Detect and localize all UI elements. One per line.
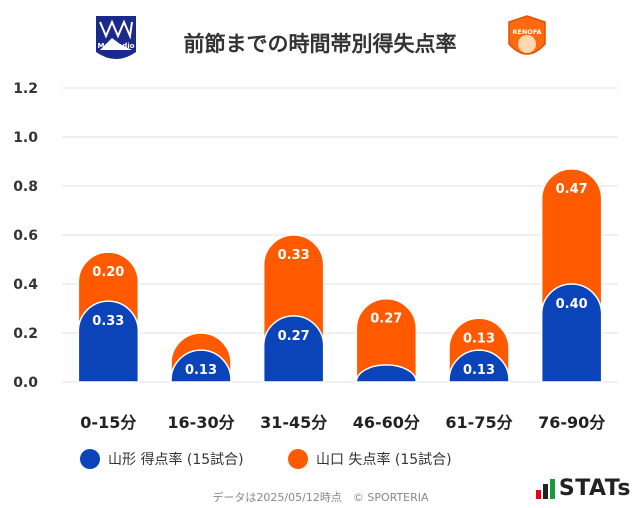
bar-yamagata-scored	[448, 349, 510, 383]
data-label-yamaguchi: 0.20	[92, 265, 124, 280]
data-label-yamaguchi: 0.47	[556, 182, 588, 197]
chart-title: 前節までの時間帯別得失点率	[184, 32, 457, 56]
data-label-yamagata: 0.13	[185, 363, 217, 378]
x-tick-label: 61-75分	[445, 413, 512, 432]
bar-yamagata-scored	[77, 300, 140, 383]
y-tick-label: 1.0	[13, 130, 38, 146]
x-tick-label: 46-60分	[353, 413, 420, 432]
data-label-yamagata: 0.13	[463, 363, 495, 378]
x-tick-label: 76-90分	[538, 413, 605, 432]
data-label-yamagata: 0.33	[92, 314, 124, 329]
data-source-note: データは2025/05/12時点 © SPORTERIA	[212, 491, 429, 504]
x-tick-label: 16-30分	[167, 413, 234, 432]
legend-swatch-yamaguchi	[288, 449, 308, 469]
bar-yamagata-scored	[540, 283, 603, 383]
legend-label-yamagata: 山形 得点率 (15試合)	[108, 452, 244, 468]
grid-layer	[62, 87, 618, 383]
renofa-logo-text: RENOFA	[512, 28, 541, 36]
x-tick-label: 31-45分	[260, 413, 327, 432]
y-tick-label: 0.6	[13, 228, 38, 244]
data-label-yamagata: 0.40	[556, 297, 588, 312]
stats-brand-text: STATs	[558, 476, 631, 501]
y-tick-label: 0.8	[13, 179, 38, 195]
data-label-yamaguchi: 0.13	[463, 331, 495, 346]
x-tick-label: 0-15分	[80, 413, 136, 432]
legend-label-yamaguchi: 山口 失点率 (15試合)	[316, 452, 452, 468]
bar-yamagata-scored	[170, 349, 232, 383]
y-tick-label: 0.4	[13, 277, 38, 293]
bar-yamagata-scored	[355, 364, 418, 383]
stats-bars-icon	[535, 478, 555, 499]
y-tick-label: 0.0	[13, 375, 38, 391]
legend-item-yamagata: 山形 得点率 (15試合)	[80, 449, 244, 469]
y-tick-label: 1.2	[13, 81, 38, 97]
renofa-logo: RENOFA	[508, 15, 546, 55]
y-tick-label: 0.2	[13, 326, 38, 342]
label-layer: 0.0 0.2 0.4 0.6 0.8 1.0 1.2 0.20 0.33 0-15分 0.13 16…	[13, 81, 605, 432]
data-label-yamaguchi: 0.27	[370, 312, 402, 327]
data-label-yamaguchi: 0.33	[278, 248, 310, 263]
bar-yamagata-scored	[262, 315, 325, 383]
data-label-yamagata: 0.27	[278, 329, 310, 344]
bar-layer	[77, 168, 603, 383]
montedio-logo-text: Montedio	[97, 42, 134, 50]
bar-yamaguchi-conceded	[355, 298, 418, 383]
legend-swatch-yamagata	[80, 449, 100, 469]
stats-brand: STATs	[535, 476, 631, 501]
legend-item-yamaguchi: 山口 失点率 (15試合)	[288, 449, 452, 469]
montedio-logo: Montedio	[96, 16, 136, 59]
